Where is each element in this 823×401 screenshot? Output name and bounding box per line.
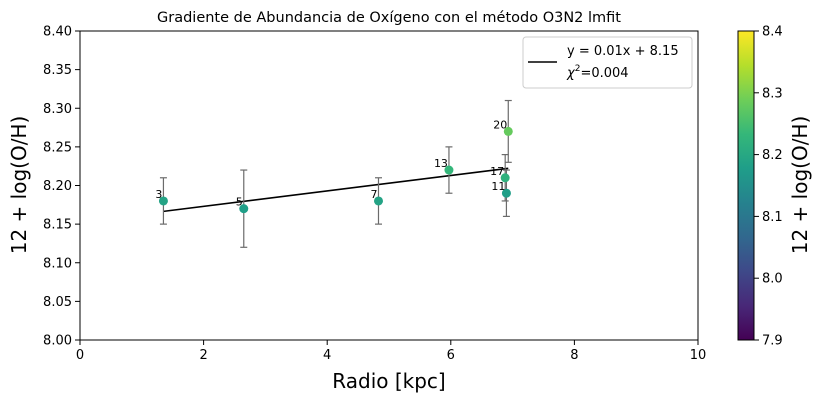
legend-equation: y = 0.01x + 8.15 bbox=[567, 44, 679, 59]
legend-box bbox=[522, 36, 693, 89]
colorbar-tick-label: 8.3 bbox=[762, 86, 783, 101]
colorbar-tick-label: 7.9 bbox=[762, 334, 783, 349]
y-tick-label: 8.10 bbox=[43, 256, 72, 271]
plot-frame bbox=[79, 30, 699, 341]
y-axis-label: 12 + log(O/H) bbox=[7, 116, 31, 255]
x-tick-label: 0 bbox=[76, 348, 84, 363]
colorbar-tick-label: 8.1 bbox=[762, 210, 783, 225]
point-label: 13 bbox=[434, 157, 448, 170]
data-point bbox=[444, 165, 454, 175]
point-label: 20 bbox=[493, 118, 507, 131]
point-labels: 3 5 7 13 17 11 20 bbox=[155, 118, 507, 208]
chart-title: Gradiente de Abundancia de Oxígeno con e… bbox=[157, 10, 621, 26]
point-label: 11 bbox=[491, 180, 505, 193]
legend-chi-exp: 2 bbox=[575, 64, 581, 74]
x-tick-label: 2 bbox=[199, 348, 207, 363]
y-tick-label: 8.00 bbox=[43, 334, 72, 349]
x-tick-label: 10 bbox=[690, 348, 707, 363]
point-label: 3 bbox=[155, 188, 162, 201]
y-tick-label: 8.20 bbox=[43, 179, 72, 194]
data-point bbox=[500, 173, 510, 183]
x-axis-label: Radio [kpc] bbox=[332, 369, 445, 393]
y-tick-label: 8.40 bbox=[43, 25, 72, 40]
point-label: 5 bbox=[236, 196, 243, 209]
colorbar-ticks: 7.9 8.0 8.1 8.2 8.3 8.4 bbox=[754, 25, 783, 349]
legend-chi-value: =0.004 bbox=[580, 66, 628, 81]
colorbar-tick-label: 8.4 bbox=[762, 25, 783, 40]
point-label: 17 bbox=[490, 165, 504, 178]
legend-chi: χ2=0.004 bbox=[566, 64, 629, 81]
legend-chi-symbol: χ bbox=[566, 66, 576, 81]
y-tick-label: 8.35 bbox=[43, 63, 72, 78]
data-points bbox=[158, 126, 513, 214]
colorbar bbox=[737, 30, 755, 341]
y-tick-label: 8.15 bbox=[43, 218, 72, 233]
data-point bbox=[373, 196, 383, 206]
y-tick-label: 8.30 bbox=[43, 102, 72, 117]
x-tick-label: 4 bbox=[323, 348, 331, 363]
y-tick-label: 8.25 bbox=[43, 140, 72, 155]
data-point bbox=[239, 204, 249, 214]
colorbar-label: 12 + log(O/H) bbox=[788, 116, 812, 255]
data-point bbox=[501, 188, 511, 198]
data-point bbox=[503, 126, 513, 136]
colorbar-tick-label: 8.0 bbox=[762, 272, 783, 287]
x-tick-label: 6 bbox=[447, 348, 455, 363]
fit-line-group bbox=[163, 167, 509, 213]
data-point bbox=[158, 196, 168, 206]
colorbar-tick-label: 8.2 bbox=[762, 148, 783, 163]
y-axis-ticks: 8.00 8.05 8.10 8.15 8.20 8.25 8.30 8.35 8.40 bbox=[43, 25, 80, 349]
x-tick-label: 8 bbox=[570, 348, 578, 363]
legend: y = 0.01x + 8.15 χ2=0.004 bbox=[522, 36, 693, 89]
x-axis-ticks: 0 2 4 6 8 10 bbox=[76, 340, 706, 363]
point-label: 7 bbox=[370, 188, 377, 201]
y-tick-label: 8.05 bbox=[43, 295, 72, 310]
fit-line bbox=[163, 167, 509, 213]
